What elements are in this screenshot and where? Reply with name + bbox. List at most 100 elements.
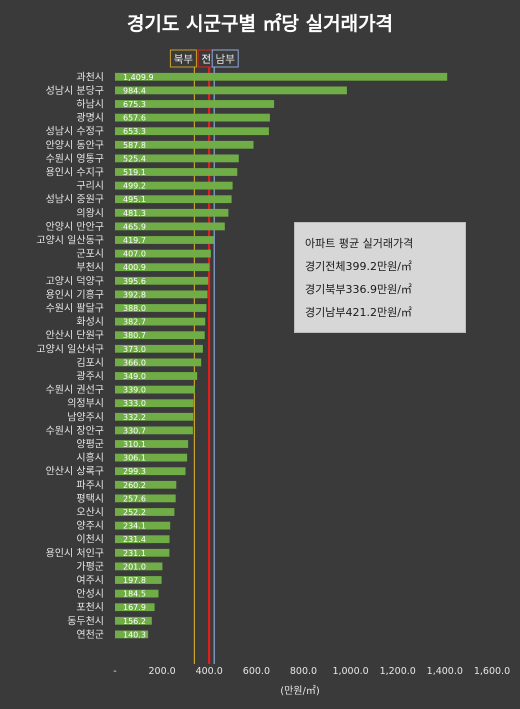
note-gyeonggi-south: 경기남부421.2만원/㎡ — [305, 306, 412, 319]
value-label-11: 465.9 — [123, 222, 146, 231]
category-label-30: 파주시 — [76, 479, 104, 491]
bar-5 — [115, 140, 254, 149]
bar-3 — [115, 113, 270, 122]
category-label-39: 포천시 — [76, 602, 104, 614]
value-label-23: 339.0 — [123, 386, 146, 395]
category-label-11: 안양시 만안구 — [46, 221, 104, 233]
value-label-19: 380.7 — [123, 331, 146, 340]
category-label-25: 남양주시 — [67, 411, 104, 423]
value-label-40: 156.2 — [123, 617, 146, 626]
bar-34 — [115, 535, 170, 544]
x-tick-label-2: 400.0 — [196, 666, 223, 677]
chart-title: 경기도 시군구별 ㎡당 실거래가격 — [127, 12, 393, 35]
reference-label-0: 북부 — [174, 54, 194, 66]
category-label-3: 광명시 — [76, 112, 104, 124]
category-label-2: 하남시 — [76, 98, 104, 111]
x-tick-label-6: 1,200.0 — [380, 666, 416, 677]
bar-18 — [115, 317, 206, 326]
value-label-3: 657.6 — [123, 114, 146, 123]
bar-19 — [115, 331, 205, 340]
x-axis-title: (만원/㎡) — [280, 685, 320, 697]
bar-8 — [115, 181, 233, 190]
value-label-1: 984.4 — [123, 86, 146, 95]
bar-31 — [115, 494, 176, 503]
category-label-35: 용인시 처인구 — [46, 547, 104, 559]
category-label-28: 시흥시 — [76, 451, 104, 464]
x-tick-label-0: - — [113, 666, 116, 677]
category-label-26: 수원시 장안구 — [46, 425, 104, 437]
bar-14 — [115, 263, 210, 272]
category-label-12: 고양시 일산동구 — [36, 235, 104, 247]
value-label-16: 392.8 — [123, 290, 146, 299]
value-label-6: 525.4 — [123, 154, 146, 163]
category-label-4: 성남시 수정구 — [46, 126, 104, 138]
note-title: 아파트 평균 실거래가격 — [305, 237, 414, 250]
bar-13 — [115, 249, 211, 258]
bar-36 — [115, 562, 163, 571]
value-label-38: 184.5 — [123, 590, 146, 599]
value-label-29: 299.3 — [123, 467, 146, 476]
bar-6 — [115, 154, 239, 163]
category-label-36: 가평군 — [76, 561, 104, 573]
value-label-26: 330.7 — [123, 426, 146, 435]
category-label-27: 양평군 — [76, 439, 104, 451]
value-label-28: 306.1 — [123, 454, 146, 463]
reference-label-2: 남부 — [216, 54, 236, 66]
bar-41 — [115, 630, 149, 639]
value-label-35: 231.1 — [123, 549, 146, 558]
category-label-40: 동두천시 — [67, 615, 104, 627]
category-label-18: 화성시 — [76, 316, 104, 328]
value-label-25: 332.2 — [123, 413, 146, 422]
value-label-39: 167.9 — [123, 603, 146, 612]
value-label-20: 373.0 — [123, 345, 146, 354]
value-label-4: 653.3 — [123, 127, 146, 136]
bar-20 — [115, 344, 203, 353]
value-label-10: 481.3 — [123, 209, 146, 218]
category-label-9: 성남시 중원구 — [46, 194, 104, 206]
category-label-15: 고양시 덕양구 — [46, 275, 104, 287]
category-label-32: 오산시 — [76, 507, 104, 519]
x-tick-label-8: 1,600.0 — [474, 666, 510, 677]
bar-25 — [115, 412, 194, 421]
bar-2 — [115, 100, 275, 108]
value-label-5: 587.8 — [123, 141, 146, 150]
bar-27 — [115, 440, 189, 448]
bar-1 — [115, 86, 347, 95]
value-label-8: 499.2 — [123, 182, 146, 191]
bars-group — [115, 72, 448, 639]
category-label-16: 용인시 기흥구 — [46, 288, 104, 301]
x-axis-ticks: - 200.0 400.0 600.0 800.0 1,000.0 1,200.0 1,400… — [113, 666, 510, 677]
note-gyeonggi-total: 경기전체399.2만원/㎡ — [305, 260, 412, 273]
value-label-14: 400.9 — [123, 263, 146, 272]
x-tick-label-3: 600.0 — [243, 666, 270, 677]
bar-33 — [115, 521, 171, 530]
value-label-9: 495.1 — [123, 195, 146, 204]
bar-39 — [115, 603, 155, 612]
category-label-13: 군포시 — [76, 248, 104, 260]
category-label-6: 수원시 영통구 — [46, 153, 104, 165]
value-label-32: 252.2 — [123, 508, 146, 517]
bar-4 — [115, 127, 269, 136]
bar-15 — [115, 276, 209, 285]
category-label-19: 안산시 단원구 — [46, 330, 104, 342]
category-label-14: 부천시 — [76, 262, 104, 274]
category-label-10: 의왕시 — [76, 207, 104, 219]
bar-32 — [115, 508, 175, 516]
value-label-24: 333.0 — [123, 399, 146, 408]
bar-35 — [115, 548, 170, 557]
bar-23 — [115, 385, 195, 394]
category-label-1: 성남시 분당구 — [46, 85, 104, 97]
bar-38 — [115, 589, 159, 598]
category-label-21: 김포시 — [76, 357, 104, 369]
value-label-30: 260.2 — [123, 481, 146, 490]
category-label-38: 안성시 — [76, 588, 104, 600]
bar-7 — [115, 168, 238, 176]
bar-30 — [115, 480, 177, 489]
value-label-34: 231.4 — [123, 535, 146, 544]
category-label-8: 구리시 — [76, 180, 104, 192]
value-label-33: 234.1 — [123, 522, 146, 531]
bar-21 — [115, 358, 202, 367]
x-tick-label-7: 1,400.0 — [427, 666, 463, 677]
bar-26 — [115, 426, 193, 435]
